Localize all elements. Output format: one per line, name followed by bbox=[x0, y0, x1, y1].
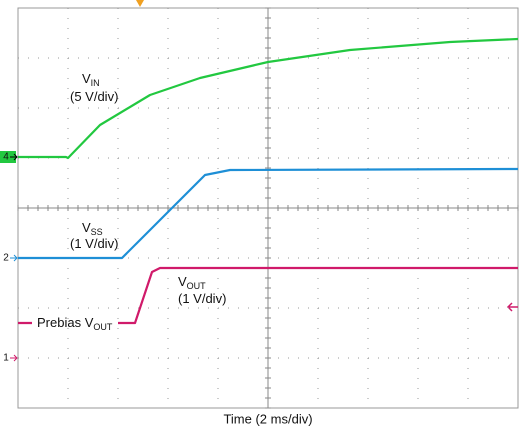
annotation: (1 V/div) bbox=[178, 291, 226, 306]
annotation-text: V bbox=[82, 220, 91, 235]
trace bbox=[18, 167, 519, 260]
trace bbox=[18, 37, 519, 160]
channel-label: 4 bbox=[3, 152, 9, 163]
annotation: (1 V/div) bbox=[70, 236, 118, 251]
annotation: VSS bbox=[82, 220, 103, 237]
annotation-text: V bbox=[82, 71, 91, 86]
channel-label: 1 bbox=[3, 353, 9, 364]
annotation: VIN bbox=[82, 71, 100, 88]
level-marker bbox=[506, 302, 518, 312]
annotation: VOUT bbox=[178, 274, 206, 291]
annotation-text: (1 V/div) bbox=[70, 236, 118, 251]
channel-marker bbox=[10, 354, 18, 362]
annotation: Prebias VOUT bbox=[37, 315, 113, 332]
annotation-text: (1 V/div) bbox=[178, 291, 226, 306]
annotation-subscript: OUT bbox=[93, 322, 113, 332]
trace bbox=[18, 266, 518, 325]
channel-marker bbox=[10, 254, 18, 262]
x-axis-label: Time (2 ms/div) bbox=[223, 411, 312, 426]
trigger-marker bbox=[136, 0, 144, 7]
annotation-subscript: IN bbox=[91, 78, 100, 88]
channel-label: 2 bbox=[3, 253, 9, 264]
channel-marker bbox=[10, 153, 18, 161]
annotation: (5 V/div) bbox=[70, 89, 118, 104]
annotation-subscript: SS bbox=[91, 227, 103, 237]
annotation-text: (5 V/div) bbox=[70, 89, 118, 104]
annotation-text: V bbox=[178, 274, 187, 289]
channel-badge bbox=[0, 151, 16, 163]
annotation-subscript: OUT bbox=[187, 281, 207, 291]
annotation-text: Prebias V bbox=[37, 315, 94, 330]
